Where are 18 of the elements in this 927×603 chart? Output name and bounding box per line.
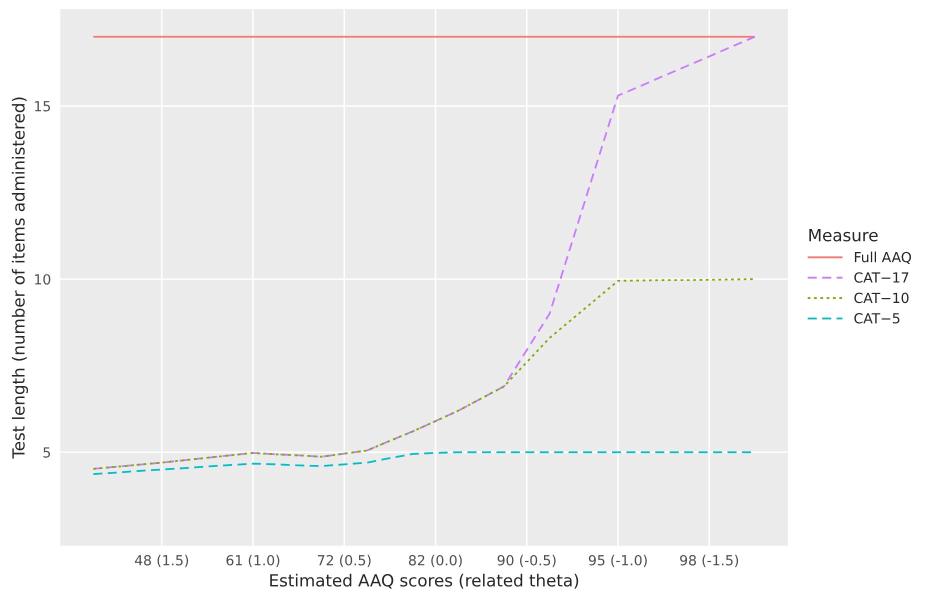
line-series [92,278,756,470]
legend-label: Full AAQ [854,252,912,264]
x-tick-label: 82 (0.0) [408,554,462,568]
legend-label: CAT−5 [854,313,900,324]
x-tick-label: 72 (0.5) [318,554,371,568]
x-tick-label: 95 (-1.0) [588,554,647,568]
y-axis-title: Test length (number of items administered) [12,98,28,459]
x-tick-label: 90 (-0.5) [498,554,556,568]
x-axis-title: Estimated AAQ scores (related theta) [270,574,578,589]
y-tick-label: 10 [35,274,50,285]
legend-label: CAT−10 [854,292,909,304]
x-tick-label: 61 (1.0) [226,554,280,568]
y-tick-label: 5 [43,447,50,458]
legend-label: CAT−17 [854,272,908,283]
legend-title: Measure [809,229,878,242]
x-tick-label: 98 (-1.5) [680,554,738,568]
y-tick-label: 15 [35,101,50,112]
x-tick-label: 48 (1.5) [134,554,188,568]
